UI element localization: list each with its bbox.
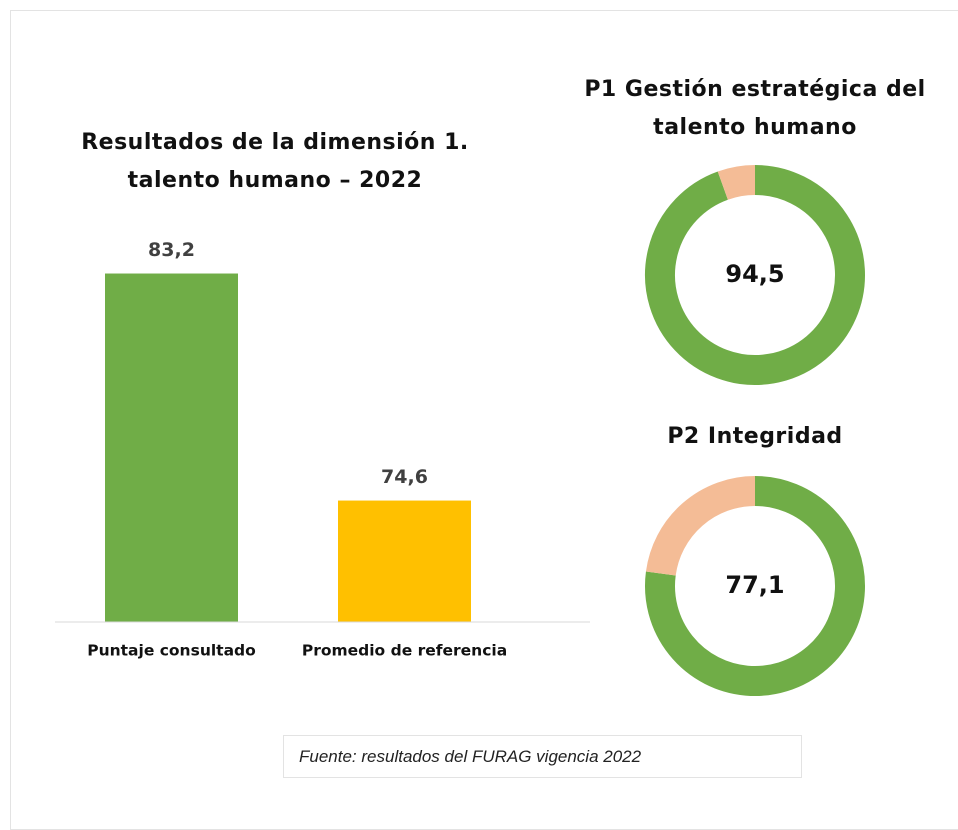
bar — [338, 500, 471, 622]
data-label: 74,6 — [381, 466, 428, 488]
donut-remainder — [717, 165, 756, 200]
donut-label: 94,5 — [725, 260, 784, 288]
donut-label: 77,1 — [725, 571, 784, 599]
source-note: Fuente: resultados del FURAG vigencia 20… — [283, 735, 802, 778]
page: 83,2 Puntaje consultado 74,6 Promedio de re… — [10, 10, 958, 830]
bar — [105, 273, 238, 622]
x-tick-label: Puntaje consultado — [87, 642, 256, 660]
donut-segment — [645, 476, 865, 696]
bar-title: Resultados de la dimensión 1. talento hu… — [81, 130, 469, 193]
donut-title: P1 Gestión estratégica del talento human… — [584, 77, 926, 140]
charts: 83,2 Puntaje consultado 74,6 Promedio de re… — [55, 165, 865, 696]
donut-title: P2 Integridad — [667, 424, 843, 449]
x-tick-label: Promedio de referencia — [302, 642, 507, 660]
data-label: 83,2 — [148, 239, 195, 261]
donut-segment — [645, 165, 865, 385]
donut-remainder — [645, 476, 756, 576]
